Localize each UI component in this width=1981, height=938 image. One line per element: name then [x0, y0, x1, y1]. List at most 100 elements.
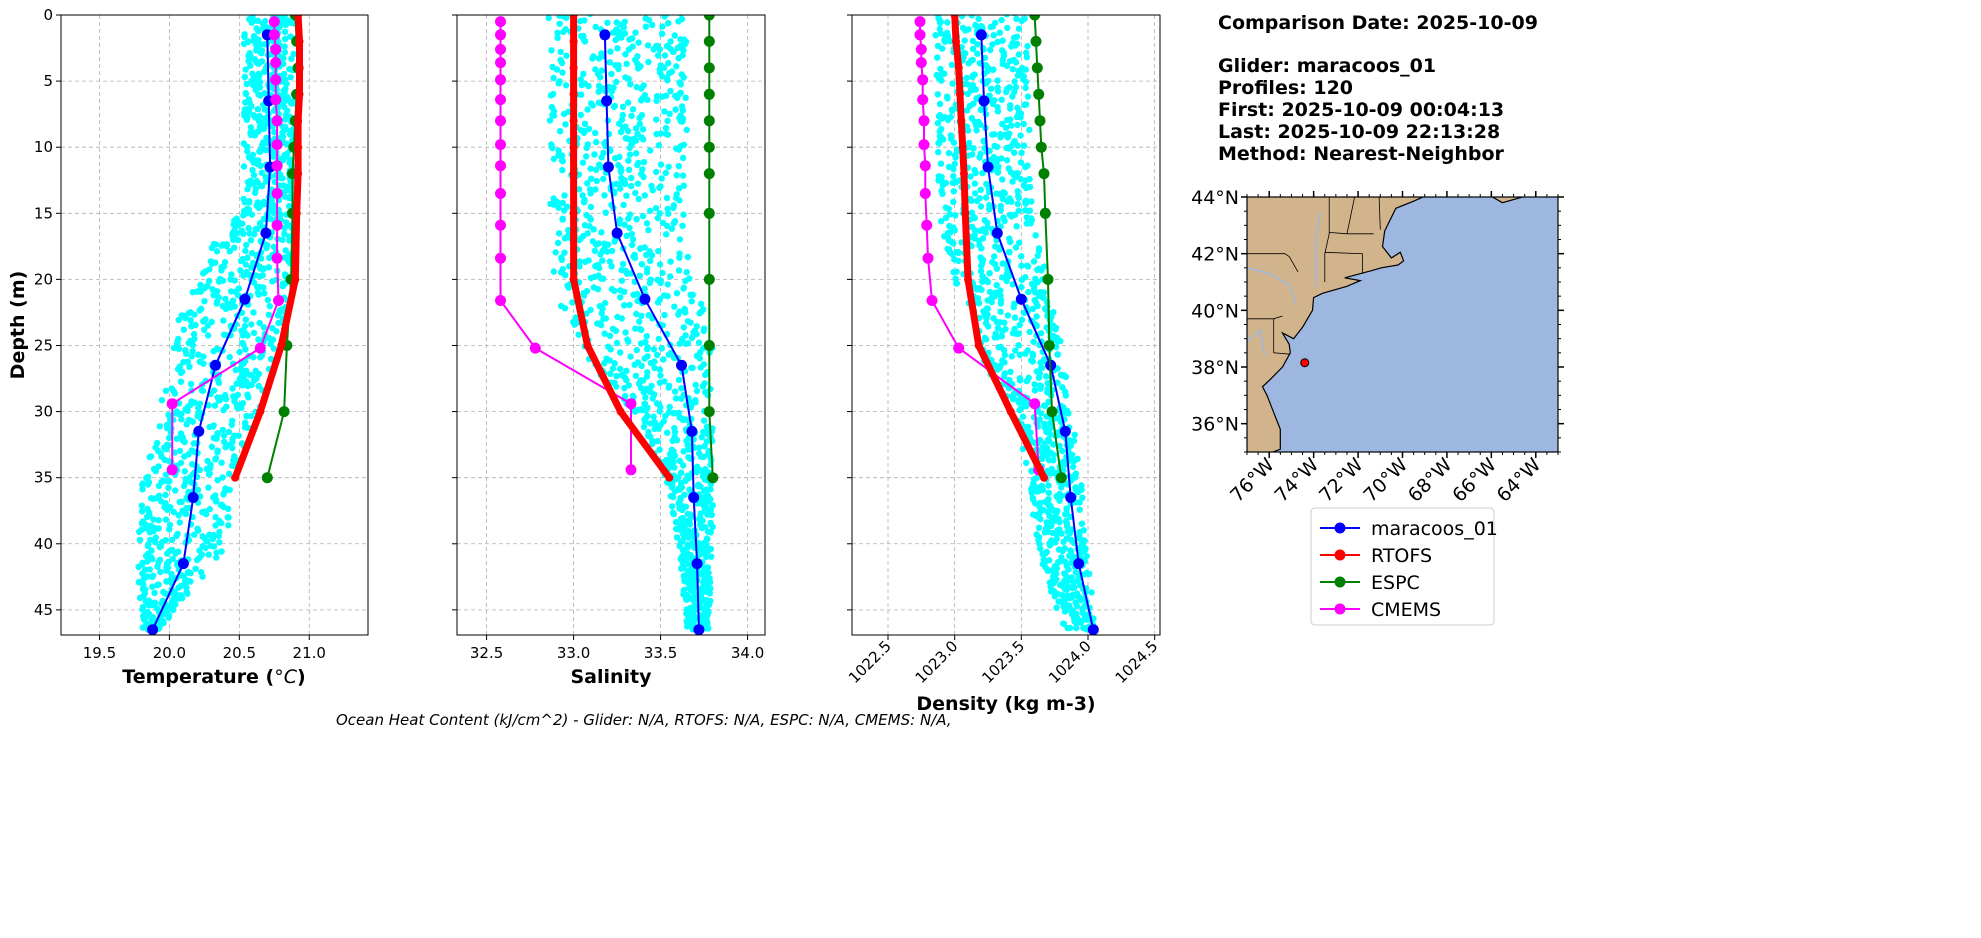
glider-raw-point	[270, 345, 277, 352]
glider-raw-point	[684, 544, 691, 551]
series-line-rtofs	[231, 15, 303, 479]
glider-raw-point	[974, 50, 981, 57]
legend-box	[1310, 507, 1495, 626]
glider-raw-point	[1083, 616, 1091, 623]
glider-raw-point	[604, 19, 611, 26]
glider-raw-point	[253, 47, 260, 54]
glider-raw-point	[964, 127, 972, 134]
glider-raw-point	[656, 446, 663, 453]
glider-raw-point	[620, 201, 627, 209]
glider-raw-point	[1058, 484, 1065, 491]
map-area	[1247, 197, 1558, 452]
glider-raw-point	[636, 325, 644, 333]
glider-raw-point	[1010, 395, 1018, 402]
data-point-espc	[1031, 62, 1043, 74]
glider-raw-point	[184, 407, 191, 414]
glider-raw-point	[594, 261, 602, 269]
glider-raw-point	[578, 81, 585, 89]
glider-raw-point	[1088, 589, 1095, 596]
glider-raw-point	[676, 340, 683, 347]
data-point-cmems	[270, 43, 282, 55]
data-point-maracoos_01	[991, 227, 1003, 239]
glider-raw-point	[1053, 604, 1060, 611]
glider-raw-point	[258, 169, 266, 176]
glider-raw-point	[546, 117, 554, 124]
glider-raw-point	[242, 247, 249, 255]
glider-raw-point	[204, 332, 212, 339]
data-point-rtofs	[964, 275, 972, 284]
glider-raw-point	[240, 272, 247, 279]
glider-raw-point	[1065, 566, 1072, 573]
glider-raw-point	[165, 434, 173, 442]
glider-raw-point	[1054, 338, 1061, 345]
glider-raw-point	[658, 30, 666, 37]
data-point-rtofs	[569, 37, 578, 46]
glider-raw-point	[669, 437, 676, 444]
glider-raw-point	[1052, 539, 1059, 546]
data-point-espc	[1035, 141, 1047, 153]
glider-raw-point	[1053, 530, 1061, 538]
glider-raw-point	[1046, 431, 1054, 438]
glider-raw-point	[945, 149, 953, 157]
glider-raw-point	[561, 305, 569, 312]
glider-raw-point	[187, 317, 194, 324]
glider-raw-point	[222, 305, 230, 312]
glider-raw-point	[195, 351, 202, 358]
river	[1315, 211, 1322, 288]
glider-raw-point	[1015, 330, 1022, 337]
glider-raw-point	[281, 28, 289, 35]
data-point-cmems	[495, 94, 506, 106]
glider-raw-point	[700, 579, 707, 586]
glider-raw-point	[671, 464, 678, 471]
glider-raw-point	[220, 317, 227, 324]
glider-raw-point	[1015, 207, 1023, 214]
glider-raw-point	[184, 569, 191, 576]
land-nova-scotia	[1491, 197, 1524, 204]
glider-raw-point	[636, 114, 643, 122]
glider-raw-point	[190, 440, 197, 447]
glider-raw-point	[1038, 364, 1045, 371]
data-point-maracoos_01	[599, 29, 611, 41]
panel-frame	[851, 14, 1161, 636]
glider-raw-point	[656, 46, 664, 53]
glider-raw-point	[257, 162, 264, 169]
data-point-rtofs	[294, 15, 303, 19]
glider-raw-point	[622, 51, 629, 58]
glider-raw-point	[592, 129, 599, 137]
glider-raw-point	[679, 506, 686, 513]
state-border	[1378, 197, 1381, 230]
glider-raw-point	[625, 75, 632, 83]
glider-raw-point	[938, 218, 945, 225]
glider-raw-point	[700, 327, 707, 335]
glider-raw-point	[703, 553, 710, 561]
data-point-rtofs	[569, 209, 578, 218]
glider-raw-point	[678, 469, 685, 476]
y-tick-label: 25	[34, 336, 53, 354]
glider-raw-point	[606, 357, 613, 364]
glider-raw-point	[175, 584, 182, 591]
glider-raw-point	[272, 172, 280, 179]
glider-raw-point	[1018, 276, 1026, 283]
glider-raw-point	[220, 432, 228, 439]
glider-raw-point	[237, 267, 244, 274]
glider-raw-point	[1023, 377, 1030, 385]
data-point-cmems	[495, 43, 506, 55]
glider-raw-point	[251, 189, 259, 197]
glider-raw-point	[248, 19, 255, 26]
glider-raw-point	[591, 247, 599, 255]
glider-raw-point	[181, 510, 189, 517]
glider-raw-point	[680, 47, 687, 54]
glider-raw-point	[1009, 66, 1016, 73]
glider-raw-point	[579, 159, 587, 166]
glider-raw-point	[149, 555, 156, 563]
glider-raw-point	[154, 563, 161, 570]
glider-raw-point	[175, 512, 182, 519]
data-point-rtofs	[956, 90, 964, 99]
glider-raw-point	[1069, 584, 1076, 592]
x-tick-label: 32.5	[470, 644, 503, 662]
glider-raw-point	[673, 145, 680, 152]
glider-raw-point	[144, 481, 152, 488]
glider-raw-point	[1041, 529, 1049, 536]
x-tick-label: 1022.5	[845, 637, 895, 687]
glider-raw-point	[281, 230, 288, 237]
